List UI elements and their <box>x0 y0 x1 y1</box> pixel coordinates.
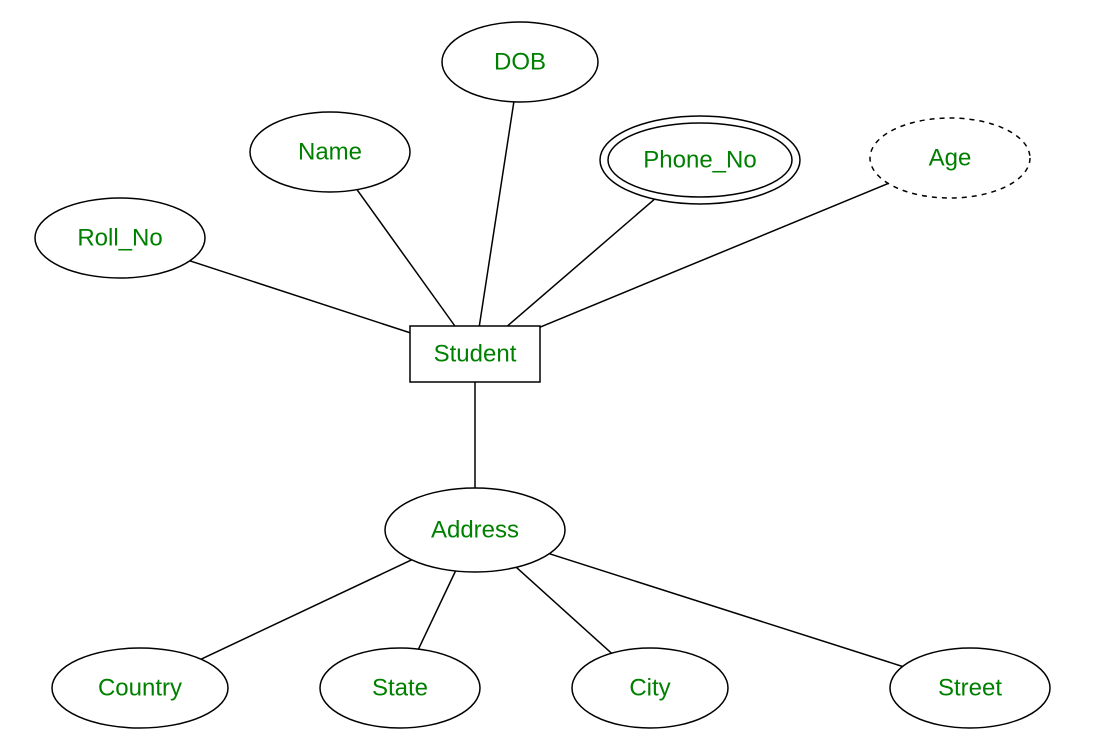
node-label-street: Street <box>938 674 1002 701</box>
edge-address-state <box>418 571 455 649</box>
node-label-age: Age <box>929 144 972 171</box>
node-address: Address <box>385 488 565 572</box>
node-student: Student <box>410 326 540 382</box>
node-country: Country <box>52 648 228 728</box>
edge-address-street <box>549 554 902 667</box>
node-roll_no: Roll_No <box>35 198 205 278</box>
node-label-city: City <box>629 674 670 701</box>
edge-student-name <box>357 190 455 326</box>
node-label-address: Address <box>431 516 519 543</box>
node-label-phone_no: Phone_No <box>643 146 756 173</box>
edge-student-roll_no <box>190 261 410 333</box>
node-street: Street <box>890 648 1050 728</box>
node-label-country: Country <box>98 674 182 701</box>
node-label-name: Name <box>298 138 362 165</box>
edge-student-phone_no <box>507 199 654 326</box>
nodes-layer: Student Roll_No Name DOB Phone_No Age Address C… <box>35 22 1050 728</box>
edge-student-age <box>540 183 888 327</box>
node-label-state: State <box>372 674 428 701</box>
node-city: City <box>572 648 728 728</box>
edge-student-dob <box>479 102 514 326</box>
edge-address-country <box>201 560 412 659</box>
node-dob: DOB <box>442 22 598 102</box>
node-phone_no: Phone_No <box>600 116 800 204</box>
node-age: Age <box>870 118 1030 198</box>
node-name: Name <box>250 112 410 192</box>
edge-address-city <box>516 567 611 653</box>
er-diagram-canvas: Student Roll_No Name DOB Phone_No Age Address C… <box>0 0 1112 753</box>
node-label-dob: DOB <box>494 48 546 75</box>
node-state: State <box>320 648 480 728</box>
node-label-roll_no: Roll_No <box>77 224 162 251</box>
node-label-student: Student <box>434 340 517 367</box>
